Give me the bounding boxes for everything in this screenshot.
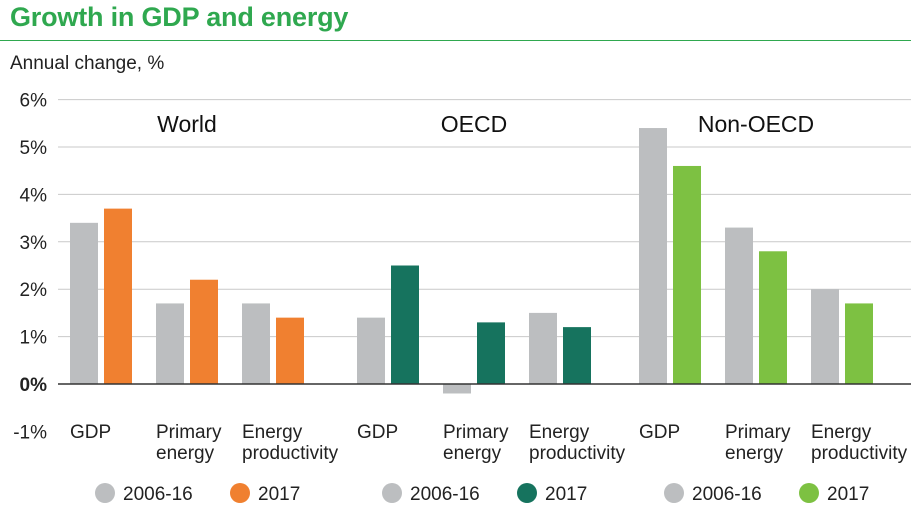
category-label: productivity	[242, 443, 339, 464]
y-tick-labels: -1% 0% 1% 2% 3% 4% 5% 6%	[13, 91, 47, 444]
y-tick-label: 3%	[20, 233, 48, 254]
bar	[811, 289, 839, 384]
y-tick-label: 4%	[20, 185, 48, 206]
chart-title: Growth in GDP and energy	[10, 2, 349, 32]
y-tick-label: 5%	[20, 138, 48, 159]
category-label: energy	[156, 443, 215, 464]
bar	[477, 322, 505, 384]
y-tick-label: 0%	[20, 375, 48, 396]
category-label: energy	[443, 443, 502, 464]
category-label: GDP	[357, 422, 398, 443]
legend-swatch	[664, 483, 684, 503]
bar	[242, 303, 270, 384]
title-divider	[0, 40, 911, 41]
legend-swatch	[230, 483, 250, 503]
category-label: Primary	[443, 422, 509, 443]
bar	[759, 251, 787, 384]
category-label: productivity	[529, 443, 626, 464]
y-tick-label: 2%	[20, 280, 48, 301]
panel-title: Non-OECD	[698, 111, 814, 137]
legend-label: 2017	[258, 484, 300, 505]
bar	[190, 279, 218, 384]
bar	[391, 265, 419, 384]
legend-swatch	[95, 483, 115, 503]
bar	[443, 384, 471, 394]
legend-label: 2017	[827, 484, 869, 505]
category-label: Primary	[156, 422, 222, 443]
category-label: GDP	[639, 422, 680, 443]
legend-label: 2017	[545, 484, 587, 505]
bar	[845, 303, 873, 384]
legend: 2006-16 2017 2006-16 2017 2006-16 2017	[95, 483, 869, 505]
category-label: Primary	[725, 422, 791, 443]
panel-titles: World OECD Non-OECD	[157, 111, 814, 137]
panel-title: OECD	[441, 111, 507, 137]
bar	[104, 208, 132, 384]
legend-label: 2006-16	[123, 484, 193, 505]
category-label: Energy	[242, 422, 303, 443]
bar	[276, 317, 304, 384]
bars	[70, 128, 873, 394]
panel-title: World	[157, 111, 217, 137]
legend-swatch	[517, 483, 537, 503]
category-label: Energy	[529, 422, 590, 443]
bar	[70, 222, 98, 384]
bar	[639, 128, 667, 384]
bar	[156, 303, 184, 384]
y-axis-label: Annual change, %	[10, 53, 165, 74]
y-tick-label: -1%	[13, 422, 47, 443]
category-label: GDP	[70, 422, 111, 443]
bar	[357, 317, 385, 384]
category-label: Energy	[811, 422, 872, 443]
bar	[725, 227, 753, 384]
legend-swatch	[799, 483, 819, 503]
bar	[673, 165, 701, 384]
bar	[529, 312, 557, 384]
y-tick-label: 1%	[20, 328, 48, 349]
category-label: productivity	[811, 443, 908, 464]
bar	[563, 327, 591, 384]
legend-swatch	[382, 483, 402, 503]
y-tick-label: 6%	[20, 91, 48, 112]
legend-label: 2006-16	[692, 484, 762, 505]
category-label: energy	[725, 443, 784, 464]
legend-label: 2006-16	[410, 484, 480, 505]
